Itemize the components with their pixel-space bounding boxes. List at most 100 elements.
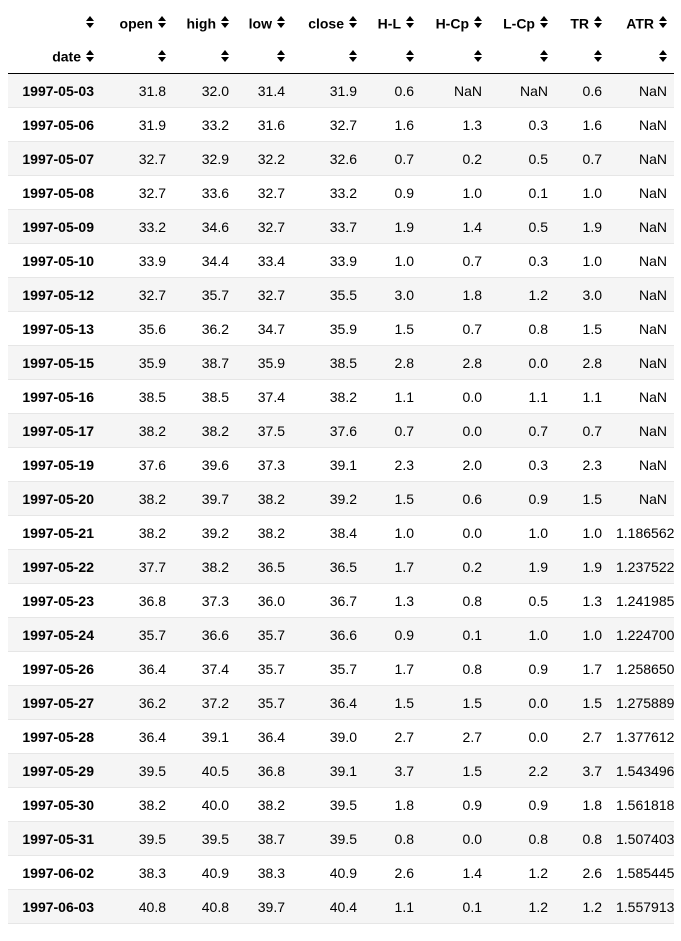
- cell-tr: 1.1: [555, 379, 609, 414]
- cell-low: 33.4: [236, 243, 292, 278]
- table-body: 1997-05-03 31.8 32.0 31.4 31.9 0.6 NaN NaN 0.6 Na…: [8, 73, 674, 924]
- row-index-date: 1997-05-26: [8, 651, 101, 686]
- cell-close: 31.9: [292, 73, 364, 108]
- cell-close: 39.1: [292, 753, 364, 788]
- column-header-open[interactable]: open: [101, 6, 173, 39]
- sort-arrows-icon[interactable]: [474, 16, 482, 29]
- cell-atr: 1.543496: [609, 753, 674, 788]
- cell-hl: 1.9: [364, 209, 421, 244]
- cell-close: 33.2: [292, 175, 364, 210]
- sort-arrows-icon[interactable]: [277, 50, 285, 63]
- index-header-blank-high[interactable]: [173, 39, 236, 74]
- sort-arrows-icon[interactable]: [474, 50, 482, 63]
- cell-atr: 1.186562: [609, 515, 674, 550]
- sort-arrows-icon[interactable]: [349, 16, 357, 29]
- index-header-blank-atr[interactable]: [609, 39, 674, 74]
- cell-open: 35.6: [101, 311, 173, 346]
- index-header-blank-hl[interactable]: [364, 39, 421, 74]
- cell-hcp: 2.0: [421, 447, 489, 482]
- cell-lcp: NaN: [489, 73, 555, 108]
- cell-close: 40.4: [292, 889, 364, 924]
- table-row: 1997-05-29 39.5 40.5 36.8 39.1 3.7 1.5 2.2 3.7 1.…: [8, 753, 674, 788]
- cell-hcp: 0.1: [421, 889, 489, 924]
- row-index-date: 1997-05-12: [8, 277, 101, 312]
- cell-hcp: 1.5: [421, 685, 489, 720]
- sort-arrows-icon[interactable]: [221, 16, 229, 29]
- row-index-date: 1997-05-23: [8, 583, 101, 618]
- sort-arrows-icon[interactable]: [349, 50, 357, 63]
- cell-lcp: 1.1: [489, 379, 555, 414]
- cell-high: 32.9: [173, 141, 236, 176]
- cell-lcp: 0.8: [489, 311, 555, 346]
- cell-open: 37.6: [101, 447, 173, 482]
- table-row: 1997-05-20 38.2 39.7 38.2 39.2 1.5 0.6 0.9 1.5 Na…: [8, 481, 674, 516]
- cell-high: 37.2: [173, 685, 236, 720]
- data-table: open high low close H-L H-Cp L-Cp TR ATR date 19…: [8, 6, 674, 924]
- column-header-index[interactable]: [8, 6, 101, 39]
- index-header-blank-hcp[interactable]: [421, 39, 489, 74]
- row-index-date: 1997-05-03: [8, 73, 101, 108]
- index-header-date[interactable]: date: [8, 39, 101, 74]
- column-header-high[interactable]: high: [173, 6, 236, 39]
- sort-arrows-icon[interactable]: [406, 16, 414, 29]
- cell-low: 35.7: [236, 651, 292, 686]
- cell-hl: 2.7: [364, 719, 421, 754]
- sort-arrows-icon[interactable]: [540, 16, 548, 29]
- index-header-blank-low[interactable]: [236, 39, 292, 74]
- cell-hcp: 0.7: [421, 243, 489, 278]
- cell-close: 36.4: [292, 685, 364, 720]
- sort-arrows-icon[interactable]: [86, 16, 94, 29]
- cell-high: 33.2: [173, 107, 236, 142]
- column-header-tr[interactable]: TR: [555, 6, 609, 39]
- index-header-blank-close[interactable]: [292, 39, 364, 74]
- column-header-close[interactable]: close: [292, 6, 364, 39]
- cell-close: 33.7: [292, 209, 364, 244]
- cell-high: 38.7: [173, 345, 236, 380]
- column-header-atr[interactable]: ATR: [609, 6, 674, 39]
- cell-hl: 0.7: [364, 141, 421, 176]
- column-header-lcp[interactable]: L-Cp: [489, 6, 555, 39]
- sort-arrows-icon[interactable]: [406, 50, 414, 63]
- cell-high: 37.3: [173, 583, 236, 618]
- cell-tr: 1.5: [555, 481, 609, 516]
- cell-lcp: 0.5: [489, 583, 555, 618]
- cell-close: 38.5: [292, 345, 364, 380]
- sort-arrows-icon[interactable]: [158, 50, 166, 63]
- cell-tr: 0.7: [555, 141, 609, 176]
- cell-hcp: 1.4: [421, 209, 489, 244]
- table-row: 1997-06-02 38.3 40.9 38.3 40.9 2.6 1.4 1.2 2.6 1.…: [8, 855, 674, 890]
- cell-hl: 0.9: [364, 175, 421, 210]
- cell-tr: 1.3: [555, 583, 609, 618]
- index-header-blank-open[interactable]: [101, 39, 173, 74]
- sort-arrows-icon[interactable]: [659, 16, 667, 29]
- cell-atr: NaN: [609, 243, 674, 278]
- sort-arrows-icon[interactable]: [594, 50, 602, 63]
- cell-close: 38.4: [292, 515, 364, 550]
- cell-low: 36.5: [236, 549, 292, 584]
- index-header-blank-tr[interactable]: [555, 39, 609, 74]
- sort-arrows-icon[interactable]: [221, 50, 229, 63]
- row-index-date: 1997-05-19: [8, 447, 101, 482]
- cell-open: 36.4: [101, 719, 173, 754]
- cell-high: 40.5: [173, 753, 236, 788]
- cell-open: 37.7: [101, 549, 173, 584]
- cell-atr: NaN: [609, 175, 674, 210]
- sort-arrows-icon[interactable]: [540, 50, 548, 63]
- cell-lcp: 0.3: [489, 243, 555, 278]
- cell-close: 37.6: [292, 413, 364, 448]
- cell-hcp: 0.0: [421, 515, 489, 550]
- sort-arrows-icon[interactable]: [277, 16, 285, 29]
- column-header-low[interactable]: low: [236, 6, 292, 39]
- table-row: 1997-05-08 32.7 33.6 32.7 33.2 0.9 1.0 0.1 1.0 Na…: [8, 175, 674, 210]
- sort-arrows-icon[interactable]: [594, 16, 602, 29]
- cell-hl: 1.0: [364, 515, 421, 550]
- sort-arrows-icon[interactable]: [86, 49, 94, 62]
- table-row: 1997-05-22 37.7 38.2 36.5 36.5 1.7 0.2 1.9 1.9 1.…: [8, 549, 674, 584]
- column-header-hl[interactable]: H-L: [364, 6, 421, 39]
- cell-open: 33.2: [101, 209, 173, 244]
- sort-arrows-icon[interactable]: [659, 50, 667, 63]
- cell-tr: 1.9: [555, 209, 609, 244]
- sort-arrows-icon[interactable]: [158, 16, 166, 29]
- column-header-hcp[interactable]: H-Cp: [421, 6, 489, 39]
- index-header-blank-lcp[interactable]: [489, 39, 555, 74]
